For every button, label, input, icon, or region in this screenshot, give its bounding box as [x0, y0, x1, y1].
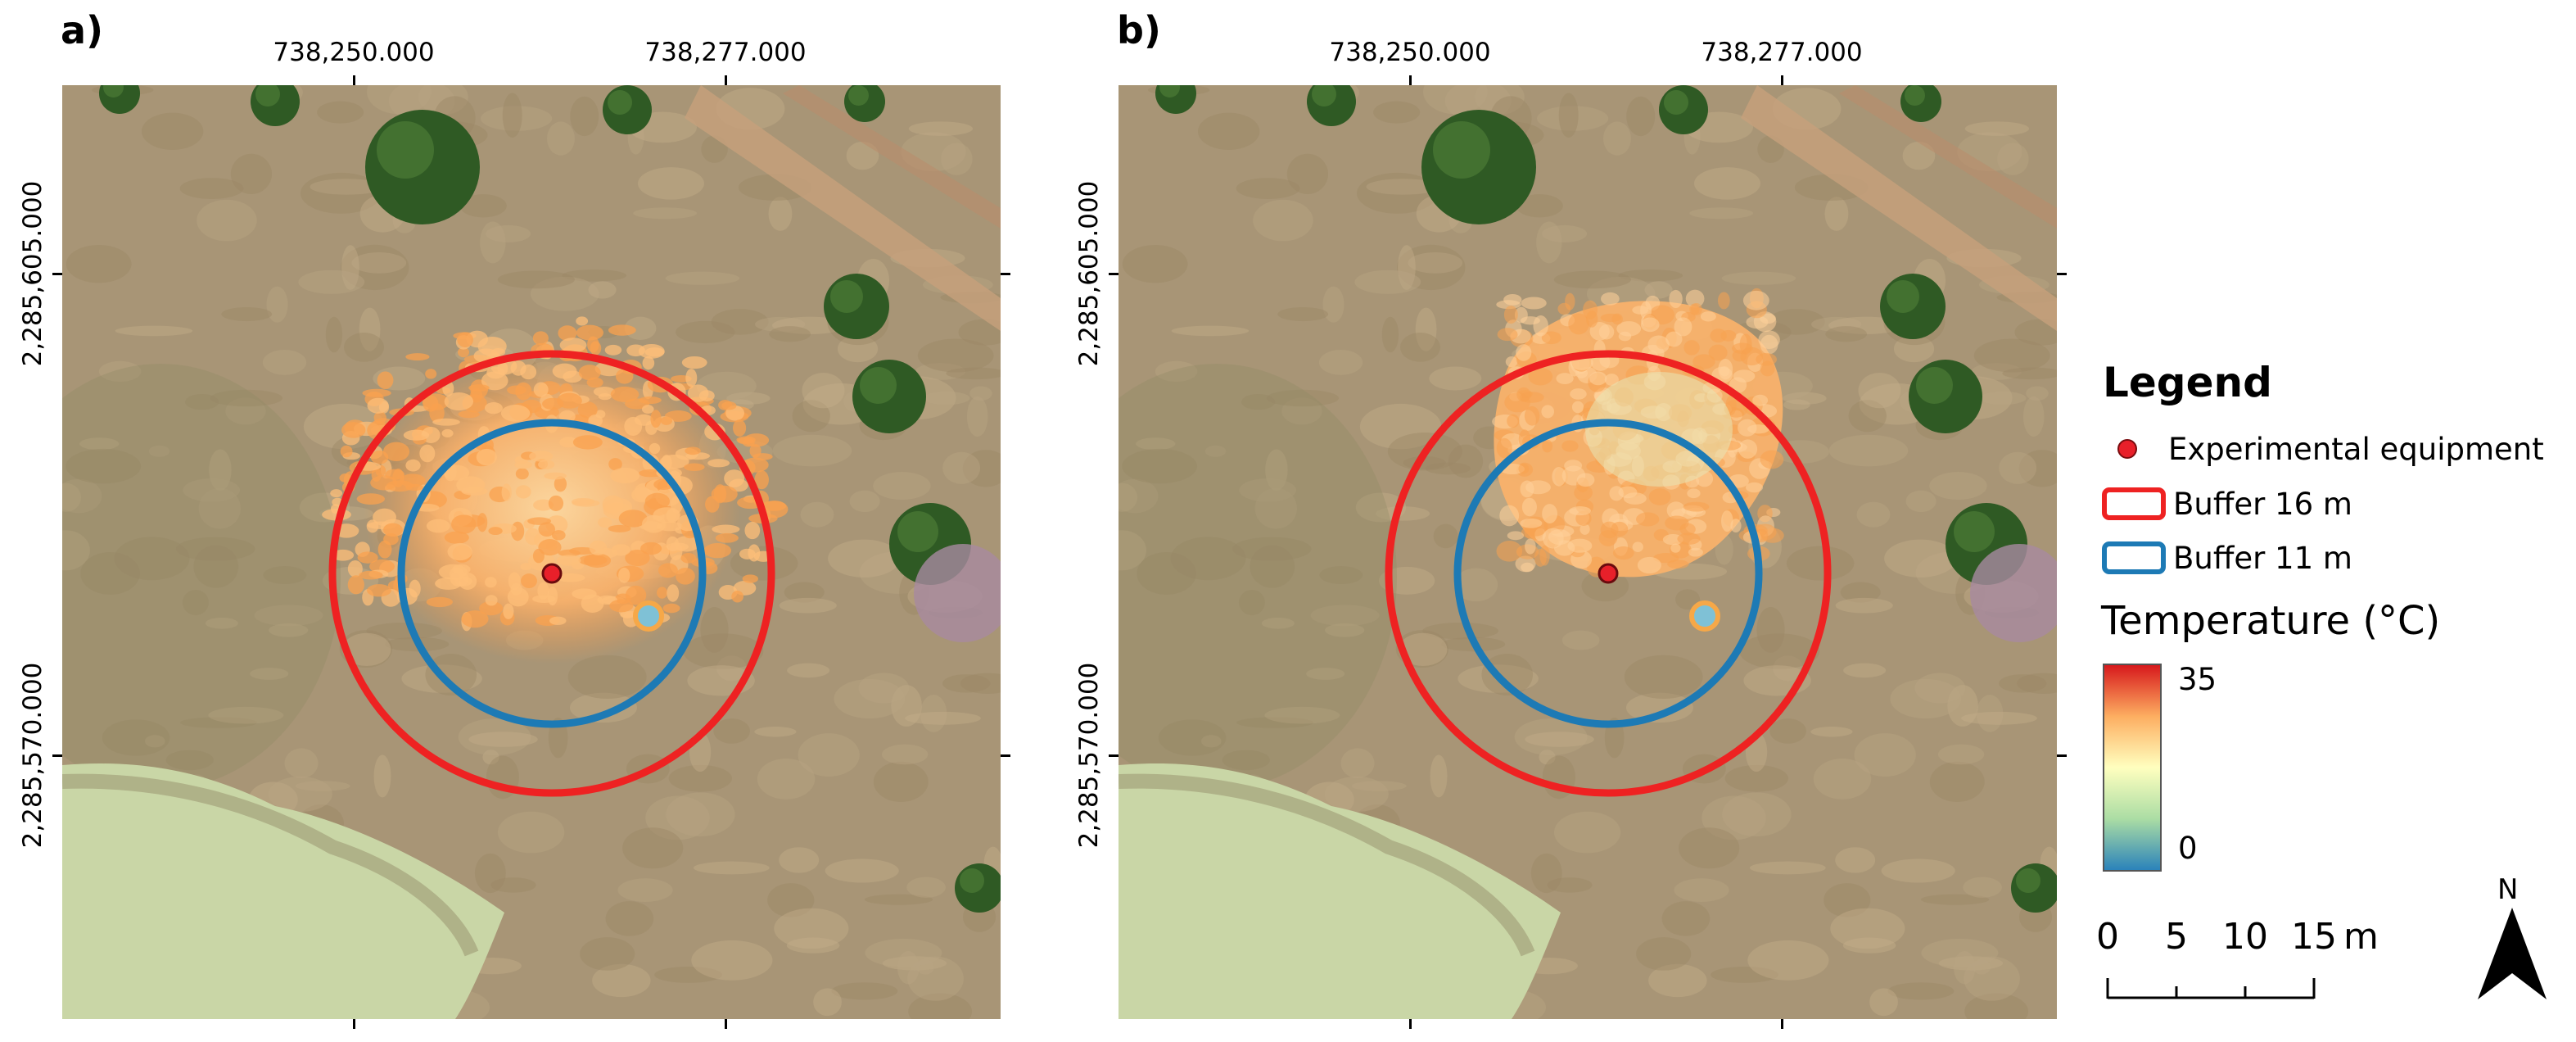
panel-b-y-coord-2: 2,285,570.000 — [1074, 662, 1104, 849]
panel-a-y-coord-1: 2,285,605.000 — [18, 180, 47, 367]
panel-b-x-coord-2: 738,277.000 — [1701, 38, 1863, 67]
panel-a-x-coord-1: 738,250.000 — [273, 38, 435, 67]
water-body — [1119, 763, 1561, 1019]
sensor-marker — [1689, 600, 1720, 632]
buffer-16-ring — [1385, 350, 1832, 797]
orthophoto-map-a[interactable] — [62, 85, 1001, 1019]
thermal-plume — [322, 316, 789, 664]
scale-unit-label: m — [2343, 916, 2379, 958]
frame-tick — [1001, 754, 1010, 757]
frame-tick — [1781, 1019, 1783, 1029]
panel-a-y-coord-2: 2,285,570.000 — [18, 662, 47, 849]
legend-item-buffer-11: Buffer 11 m — [2101, 539, 2352, 577]
temperature-max-label: 35 — [2178, 662, 2217, 697]
panel-b-label: b) — [1117, 8, 1161, 52]
frame-tick — [725, 75, 727, 85]
buffer-11-swatch-icon — [2102, 541, 2166, 574]
panel-a-label: a) — [61, 8, 104, 52]
scale-label-15: 15 — [2291, 916, 2337, 958]
panel-a-x-coord-2: 738,277.000 — [644, 38, 807, 67]
dirt-track — [685, 85, 1001, 331]
scale-bar — [2106, 978, 2316, 999]
buffer-16-ring — [328, 350, 775, 797]
temperature-min-label: 0 — [2178, 831, 2198, 866]
legend-item-equipment: Experimental equipment — [2101, 430, 2544, 468]
frame-tick — [1001, 273, 1010, 275]
experimental-equipment-point — [1598, 563, 1619, 584]
panel-b-x-coord-1: 738,250.000 — [1329, 38, 1491, 67]
frame-tick — [52, 754, 62, 757]
orthophoto-map-b[interactable] — [1119, 85, 2057, 1019]
frame-tick — [52, 273, 62, 275]
flowering-shrub — [914, 544, 1001, 642]
panel-b-y-coord-1: 2,285,605.000 — [1074, 180, 1104, 367]
frame-tick — [353, 1019, 355, 1029]
legend-label-buffer-11: Buffer 11 m — [2173, 540, 2352, 576]
buffer-11-ring — [397, 419, 707, 728]
legend-item-buffer-16: Buffer 16 m — [2101, 485, 2352, 523]
flowering-shrub — [1970, 544, 2057, 642]
experimental-equipment-point — [541, 563, 563, 584]
legend-title: Legend — [2103, 359, 2272, 406]
temperature-color-ramp — [2103, 664, 2162, 872]
thermal-plume — [1492, 288, 1784, 578]
scale-label-0: 0 — [2096, 916, 2119, 958]
frame-tick — [1409, 75, 1412, 85]
north-arrow-icon — [2478, 908, 2547, 999]
frame-tick — [1109, 273, 1119, 275]
frame-tick — [353, 75, 355, 85]
equipment-point-icon — [2117, 439, 2137, 459]
sensor-marker — [633, 600, 664, 632]
scale-label-5: 5 — [2165, 916, 2188, 958]
legend-label-equipment: Experimental equipment — [2168, 431, 2544, 467]
frame-tick — [1109, 754, 1119, 757]
frame-tick — [725, 1019, 727, 1029]
buffer-11-ring — [1453, 419, 1763, 728]
dirt-track — [1741, 85, 2057, 331]
temperature-title: Temperature (°C) — [2101, 598, 2441, 644]
water-body — [62, 763, 504, 1019]
buffer-16-swatch-icon — [2102, 487, 2166, 520]
scale-label-10: 10 — [2222, 916, 2268, 958]
frame-tick — [1781, 75, 1783, 85]
legend-label-buffer-16: Buffer 16 m — [2173, 486, 2352, 522]
frame-tick — [2057, 273, 2067, 275]
frame-tick — [1409, 1019, 1412, 1029]
frame-tick — [2057, 754, 2067, 757]
north-label: N — [2497, 873, 2519, 906]
